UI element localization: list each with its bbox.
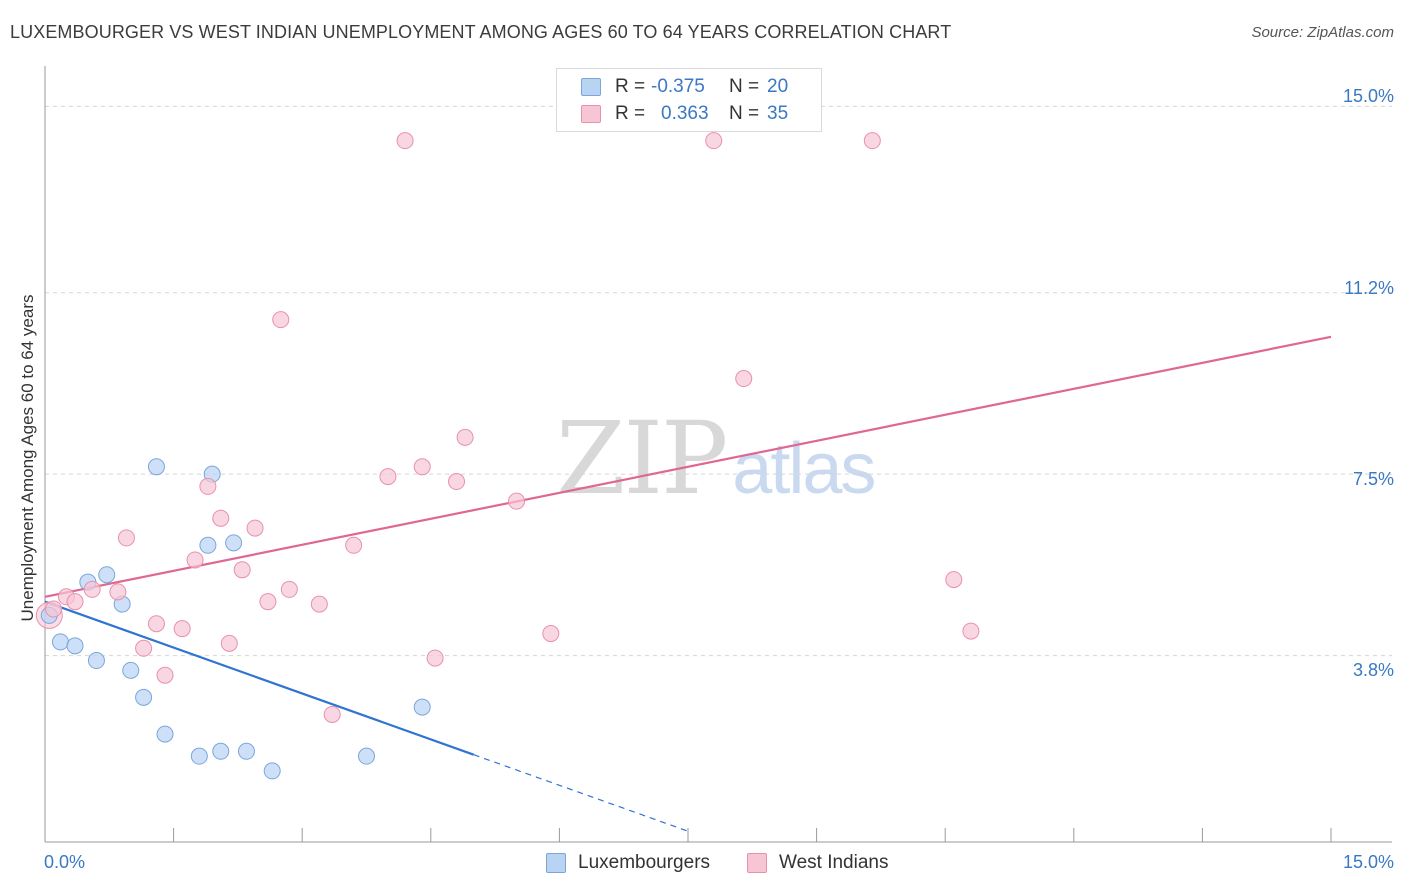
trend-lines	[44, 335, 1332, 832]
data-point-west-indian	[413, 458, 431, 476]
series-swatch-pink	[747, 853, 767, 873]
data-point-west-indian	[135, 639, 153, 657]
data-point-luxembourger	[147, 458, 165, 476]
data-point-west-indian	[310, 595, 328, 613]
data-point-west-indian	[212, 509, 230, 527]
data-point-luxembourger	[135, 688, 153, 706]
source-credit: Source: ZipAtlas.com	[1251, 24, 1394, 41]
data-point-luxembourger	[156, 725, 174, 743]
data-point-west-indian	[45, 600, 63, 618]
data-point-west-indian	[508, 492, 526, 510]
data-point-west-indian	[280, 580, 298, 598]
series-legend-west-indians: West Indians	[747, 852, 888, 874]
data-point-west-indian	[323, 705, 341, 723]
data-point-west-indian	[117, 529, 135, 547]
legend-n-label: N =	[729, 103, 760, 124]
data-point-west-indian	[945, 571, 963, 589]
legend-n-value: 20	[767, 76, 789, 97]
data-point-west-indian	[83, 580, 101, 598]
legend-n-value: 35	[767, 103, 789, 124]
legend-r-label: R =	[615, 76, 646, 97]
legend-r-label: R =	[615, 103, 646, 124]
data-point-west-indian	[448, 473, 466, 491]
watermark: ZIPatlas	[556, 400, 876, 517]
data-point-west-indian	[147, 615, 165, 633]
y-axis-label: Unemployment Among Ages 60 to 64 years	[18, 294, 37, 622]
x-tick-label: 15.0%	[1342, 852, 1394, 872]
data-point-west-indian	[246, 519, 264, 537]
axes	[44, 66, 1392, 843]
data-points	[35, 132, 980, 780]
data-point-west-indian	[66, 593, 84, 611]
data-point-west-indian	[220, 634, 238, 652]
data-point-luxembourger	[237, 742, 255, 760]
data-point-west-indian	[396, 132, 414, 150]
trend-line-extrapolated	[473, 754, 689, 832]
data-point-west-indian	[186, 551, 204, 569]
data-point-west-indian	[233, 561, 251, 579]
y-tick-label: 11.2%	[1344, 278, 1394, 298]
legend-row-west-indians: R = 0.363 N = 35	[581, 102, 788, 126]
legend-row-luxembourgers: R = -0.375 N = 20	[581, 75, 788, 99]
y-tick-label: 3.8%	[1352, 660, 1394, 680]
data-point-west-indian	[379, 468, 397, 486]
series-name: West Indians	[779, 852, 889, 873]
data-point-luxembourger	[98, 566, 116, 584]
data-point-luxembourger	[358, 747, 375, 765]
data-point-luxembourger	[263, 762, 281, 780]
series-swatch-blue	[546, 853, 566, 873]
series-legend: Luxembourgers West Indians	[0, 852, 1406, 876]
data-point-luxembourger	[212, 742, 230, 760]
x-tick-label: 0.0%	[44, 852, 86, 872]
data-point-west-indian	[962, 622, 980, 640]
data-point-west-indian	[863, 132, 881, 150]
legend-swatch-pink	[581, 105, 601, 123]
data-point-west-indian	[173, 620, 191, 638]
data-point-luxembourger	[87, 652, 105, 670]
legend-r-value: 0.363	[661, 103, 709, 124]
data-point-west-indian	[272, 311, 290, 329]
trend-line-luxembourgers	[44, 600, 475, 756]
data-point-luxembourger	[66, 637, 84, 655]
data-point-west-indian	[542, 625, 560, 643]
data-point-west-indian	[259, 593, 277, 611]
data-point-west-indian	[705, 132, 723, 150]
legend-n-label: N =	[729, 76, 760, 97]
data-point-west-indian	[345, 536, 363, 554]
data-point-luxembourger	[190, 747, 208, 765]
watermark-zip: ZIP	[556, 400, 728, 517]
trend-line-west-indians	[44, 335, 1332, 598]
legend-swatch-blue	[581, 78, 601, 96]
data-point-luxembourger	[225, 534, 243, 552]
data-point-luxembourger	[413, 698, 431, 716]
chart-title: LUXEMBOURGER VS WEST INDIAN UNEMPLOYMENT…	[10, 22, 952, 42]
data-point-west-indian	[426, 649, 444, 667]
data-point-luxembourger	[122, 661, 140, 679]
data-point-west-indian	[456, 428, 474, 446]
data-point-west-indian	[156, 666, 174, 684]
legend-r-value: -0.375	[651, 76, 705, 97]
y-tick-label: 15.0%	[1342, 86, 1394, 106]
data-point-west-indian	[199, 477, 217, 495]
y-tick-label: 7.5%	[1352, 469, 1394, 489]
data-point-luxembourger	[199, 536, 217, 554]
data-point-west-indian	[735, 370, 753, 388]
series-name: Luxembourgers	[578, 852, 711, 873]
data-point-luxembourger	[51, 633, 69, 651]
data-point-west-indian	[109, 583, 127, 601]
correlation-legend: R = -0.375 N = 20 R = 0.363 N = 35	[556, 68, 822, 132]
series-legend-luxembourgers: Luxembourgers	[546, 852, 710, 874]
